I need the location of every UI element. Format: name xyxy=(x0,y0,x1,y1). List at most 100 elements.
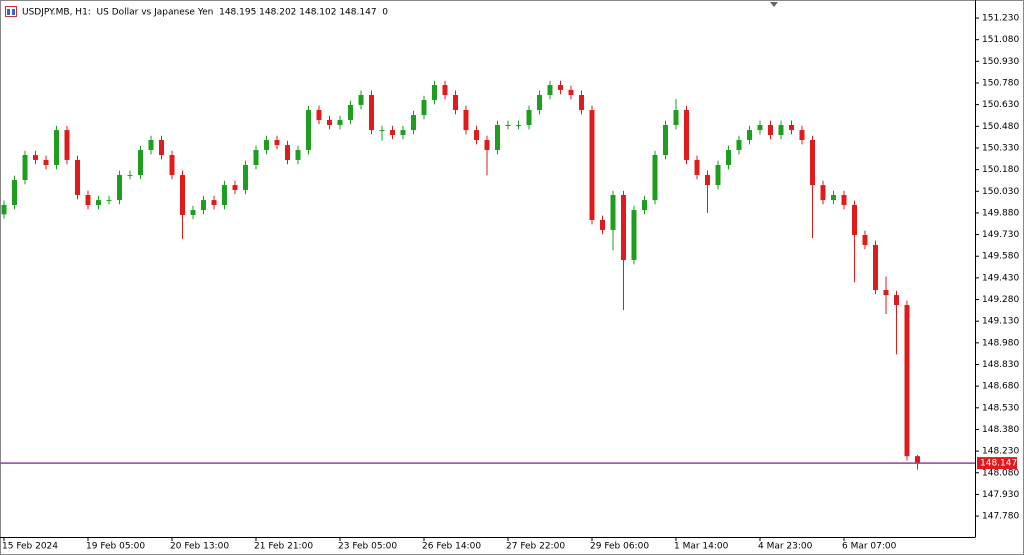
candle-body xyxy=(757,125,763,131)
x-tick-label: 6 Mar 07:00 xyxy=(842,542,897,552)
x-tick-label: 23 Feb 05:00 xyxy=(338,542,397,552)
y-tick-label: 147.930 xyxy=(982,490,1019,500)
candle-body xyxy=(778,125,784,135)
candle-body xyxy=(600,219,605,230)
y-tick-label: 151.230 xyxy=(982,14,1019,24)
candle-body xyxy=(904,305,910,457)
candle-body xyxy=(547,85,553,95)
y-tick-label: 149.880 xyxy=(982,208,1019,218)
candle-body xyxy=(516,125,521,127)
x-tick-label: 26 Feb 14:00 xyxy=(422,542,481,552)
y-tick-label: 151.080 xyxy=(982,35,1019,45)
candle-body xyxy=(274,140,280,146)
y-tick-label: 150.480 xyxy=(982,122,1019,132)
current-price-label: 148.147 xyxy=(980,459,1017,469)
candle-body xyxy=(264,140,269,150)
candle-body xyxy=(379,130,385,132)
candle-body xyxy=(673,109,679,126)
x-tick-label: 15 Feb 2024 xyxy=(2,542,58,552)
candle-body xyxy=(358,94,364,105)
chart-title: USDJPY.MB, H1: US Dollar vs Japanese Yen… xyxy=(22,8,388,18)
candle-body xyxy=(799,130,805,141)
candle-body xyxy=(337,119,343,126)
candle-body xyxy=(684,109,689,160)
symbol-icon xyxy=(5,6,17,17)
candle-body xyxy=(64,130,70,160)
candle-body xyxy=(169,155,175,175)
candle-body xyxy=(463,109,469,131)
y-tick-label: 148.680 xyxy=(982,382,1019,392)
candle-body xyxy=(631,210,637,260)
candle-body xyxy=(894,295,899,306)
candle-body xyxy=(75,159,80,196)
y-tick-label: 148.530 xyxy=(982,403,1019,413)
candle-body xyxy=(484,140,490,150)
candle-body xyxy=(820,185,826,201)
candle-body xyxy=(411,115,416,131)
candle-body xyxy=(421,100,427,116)
shift-marker xyxy=(770,2,778,7)
x-tick-label: 21 Feb 21:00 xyxy=(254,542,313,552)
candle-body xyxy=(873,244,878,291)
candle-body xyxy=(495,125,500,150)
candle-body xyxy=(789,125,794,131)
candle-body xyxy=(442,85,448,95)
candle-body xyxy=(747,130,752,141)
y-tick-label: 150.030 xyxy=(982,187,1019,197)
candle-body xyxy=(138,149,143,175)
candle-body xyxy=(180,174,185,215)
x-tick-label: 20 Feb 13:00 xyxy=(170,542,229,552)
candle-body xyxy=(474,130,479,141)
y-tick-label: 149.430 xyxy=(982,273,1019,283)
y-tick-label: 147.780 xyxy=(982,512,1019,522)
candle-body xyxy=(726,149,731,165)
candle-body xyxy=(862,235,868,245)
x-tick-label: 4 Mar 23:00 xyxy=(758,542,813,552)
candle-body xyxy=(505,125,511,127)
candle-body xyxy=(663,125,668,156)
y-tick-label: 148.380 xyxy=(982,425,1019,435)
y-tick-label: 150.930 xyxy=(982,57,1019,67)
candle-body xyxy=(190,210,196,215)
current-price-box xyxy=(977,457,1017,470)
candle-body xyxy=(243,164,248,190)
y-tick-label: 148.230 xyxy=(982,447,1019,457)
candle-body xyxy=(715,164,721,186)
x-tick-label: 1 Mar 14:00 xyxy=(674,542,729,552)
candle-body xyxy=(810,140,815,186)
candle-body xyxy=(201,200,206,211)
candle-body xyxy=(694,159,700,175)
candle-body xyxy=(222,185,227,205)
candle-body xyxy=(915,456,920,464)
y-tick-label: 149.130 xyxy=(982,317,1019,327)
candle-body xyxy=(526,109,532,126)
candle-body xyxy=(841,195,847,205)
candle-body xyxy=(589,109,595,220)
candle-body xyxy=(883,290,889,296)
candle-body xyxy=(852,204,857,236)
candle-body xyxy=(831,195,836,201)
candle-body xyxy=(400,130,406,135)
candle-body xyxy=(558,85,563,90)
y-tick-label: 150.330 xyxy=(982,143,1019,153)
candle-body xyxy=(652,155,658,201)
candle-body xyxy=(306,109,311,150)
candle-body xyxy=(12,180,17,205)
candle-body xyxy=(316,109,322,120)
candle-body xyxy=(232,185,238,190)
candle-body xyxy=(348,104,353,120)
candle-body xyxy=(579,94,584,110)
candle-body xyxy=(33,155,38,160)
candle-body xyxy=(96,200,101,205)
x-tick-label: 27 Feb 22:00 xyxy=(506,542,565,552)
y-tick-label: 150.630 xyxy=(982,100,1019,110)
candle-body xyxy=(327,119,332,126)
candle-body xyxy=(148,140,154,150)
candle-body xyxy=(295,149,301,160)
y-tick-label: 150.180 xyxy=(982,165,1019,175)
y-tick-label: 149.580 xyxy=(982,252,1019,262)
candle-body xyxy=(1,204,7,215)
candle-body xyxy=(253,149,259,165)
